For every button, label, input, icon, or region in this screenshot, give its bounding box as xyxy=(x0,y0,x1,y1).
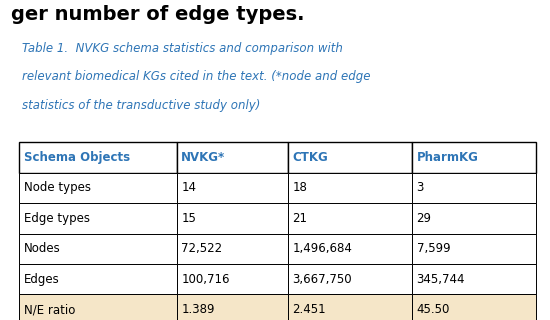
Bar xyxy=(19,203,177,234)
Text: Table 1.  NVKG schema statistics and comparison with: Table 1. NVKG schema statistics and comp… xyxy=(22,42,343,55)
Bar xyxy=(288,294,412,320)
Text: CTKG: CTKG xyxy=(293,151,328,164)
Text: 345,744: 345,744 xyxy=(416,273,465,286)
Bar xyxy=(19,264,177,294)
Bar xyxy=(288,234,412,264)
Bar xyxy=(288,203,412,234)
Bar xyxy=(177,264,288,294)
Text: 14: 14 xyxy=(182,181,196,195)
Bar xyxy=(19,142,177,173)
Bar xyxy=(19,173,177,203)
Text: N/E ratio: N/E ratio xyxy=(24,303,75,316)
Text: Nodes: Nodes xyxy=(24,242,60,255)
Bar xyxy=(177,234,288,264)
Bar xyxy=(177,142,288,173)
Bar xyxy=(19,294,177,320)
Text: 29: 29 xyxy=(416,212,432,225)
Text: Node types: Node types xyxy=(24,181,91,195)
Bar xyxy=(288,173,412,203)
Text: 18: 18 xyxy=(293,181,307,195)
Text: 3: 3 xyxy=(416,181,424,195)
Text: 7,599: 7,599 xyxy=(416,242,450,255)
Bar xyxy=(288,142,412,173)
Text: 1.389: 1.389 xyxy=(182,303,215,316)
Bar xyxy=(177,294,288,320)
Bar xyxy=(412,234,536,264)
Bar xyxy=(288,264,412,294)
Bar xyxy=(412,294,536,320)
Text: PharmKG: PharmKG xyxy=(416,151,478,164)
Text: 1,496,684: 1,496,684 xyxy=(293,242,353,255)
Text: ger number of edge types.: ger number of edge types. xyxy=(11,5,305,24)
Text: Edge types: Edge types xyxy=(24,212,90,225)
Text: relevant biomedical KGs cited in the text. (*node and edge: relevant biomedical KGs cited in the tex… xyxy=(22,70,371,84)
Text: NVKG*: NVKG* xyxy=(182,151,225,164)
Bar xyxy=(19,234,177,264)
Text: 3,667,750: 3,667,750 xyxy=(293,273,352,286)
Bar xyxy=(412,264,536,294)
Bar xyxy=(177,173,288,203)
Text: 15: 15 xyxy=(182,212,196,225)
Text: statistics of the transductive study only): statistics of the transductive study onl… xyxy=(22,99,260,112)
Text: 100,716: 100,716 xyxy=(182,273,230,286)
Bar xyxy=(412,203,536,234)
Bar xyxy=(412,173,536,203)
Text: Edges: Edges xyxy=(24,273,59,286)
Text: 45.50: 45.50 xyxy=(416,303,450,316)
Bar xyxy=(412,142,536,173)
Text: 2.451: 2.451 xyxy=(293,303,326,316)
Text: Schema Objects: Schema Objects xyxy=(24,151,130,164)
Text: 72,522: 72,522 xyxy=(182,242,222,255)
Bar xyxy=(177,203,288,234)
Text: 21: 21 xyxy=(293,212,307,225)
